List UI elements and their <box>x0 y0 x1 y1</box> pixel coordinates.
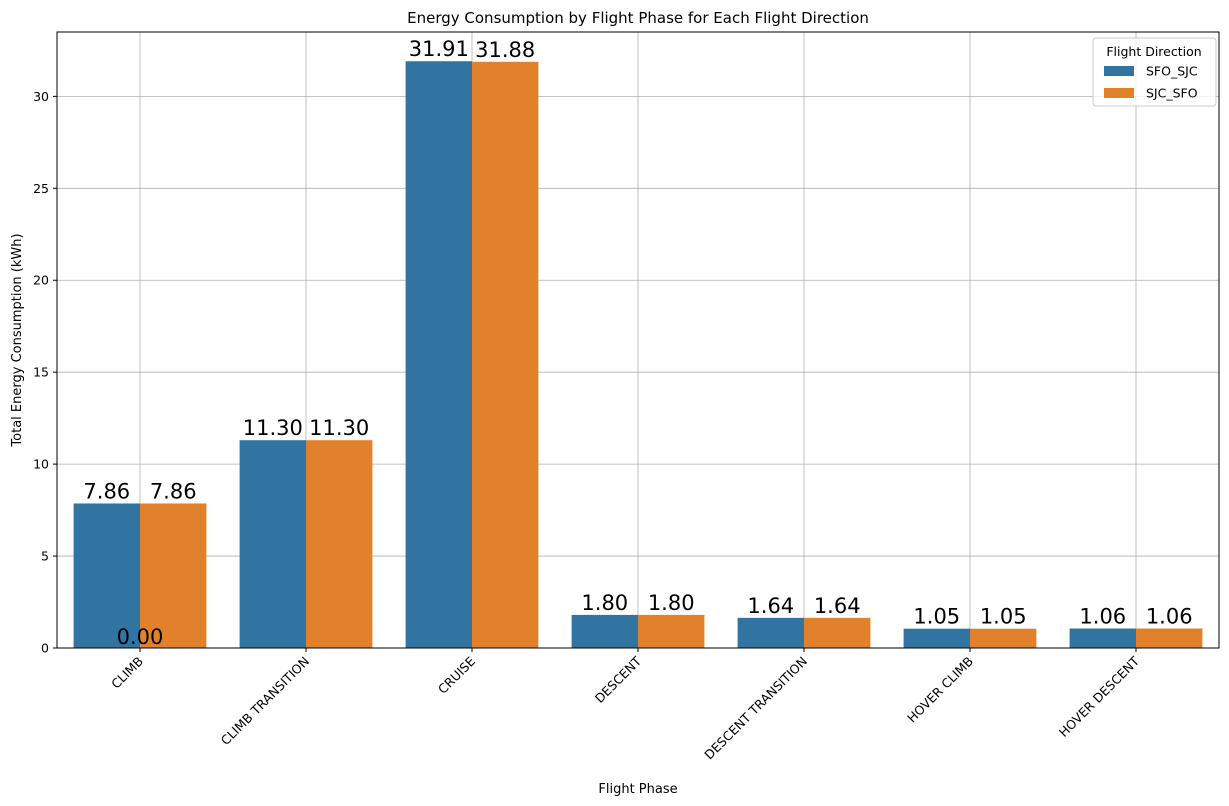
bar-sfo-sjc <box>903 628 970 648</box>
y-tick-label: 20 <box>33 273 49 288</box>
bar-value-label: 31.91 <box>409 37 469 61</box>
bar-value-label: 1.05 <box>913 605 960 629</box>
bar-sjc-sfo <box>1136 628 1203 648</box>
x-tick-label: HOVER DESCENT <box>1056 653 1143 740</box>
y-tick-label: 30 <box>33 89 49 104</box>
bar-value-label: 11.30 <box>243 416 303 440</box>
bar-value-label: 31.88 <box>475 38 535 62</box>
bar-sfo-sjc <box>73 503 140 648</box>
bar-value-label: 1.80 <box>581 591 628 615</box>
x-axis-ticks: CLIMB CLIMB TRANSITION CRUISE DESCENT DESCEN… <box>108 648 1142 762</box>
x-tick-label: CRUISE <box>435 653 478 696</box>
bar-value-label: 1.05 <box>980 605 1027 629</box>
bar-sjc-sfo <box>472 61 539 649</box>
chart-title: Energy Consumption by Flight Phase for E… <box>407 9 869 27</box>
bar-sjc-sfo <box>306 440 373 648</box>
bar-labels-group: 7.86 11.30 31.91 1.80 1.64 1.05 1.06 7.86 11.30 3… <box>83 37 1192 649</box>
bar-sjc-sfo <box>638 614 705 648</box>
legend-swatch <box>1104 66 1134 76</box>
y-tick-label: 0 <box>41 641 49 656</box>
x-tick-label: HOVER CLIMB <box>904 654 976 726</box>
bar-sfo-sjc <box>1069 628 1136 648</box>
bar-sjc-sfo <box>140 503 207 648</box>
bar-sfo-sjc <box>737 617 804 648</box>
bar-value-label: 11.30 <box>309 416 369 440</box>
y-tick-label: 15 <box>33 365 49 380</box>
y-tick-label: 25 <box>33 181 49 196</box>
bars-group <box>73 61 1203 649</box>
x-tick-label: CLIMB TRANSITION <box>218 654 312 748</box>
bar-sfo-sjc <box>571 614 638 648</box>
legend-label: SFO_SJC <box>1146 64 1198 79</box>
bar-value-label: 7.86 <box>150 479 197 503</box>
bar-value-label: 0.00 <box>117 625 164 649</box>
grid-lines <box>57 32 1219 649</box>
y-axis-title: Total Energy Consumption (kWh) <box>10 233 25 447</box>
bar-value-label: 1.80 <box>648 591 695 615</box>
bar-sfo-sjc <box>239 440 306 648</box>
legend: Flight Direction SFO_SJC SJC_SFO <box>1092 37 1217 107</box>
x-axis-title: Flight Phase <box>598 782 677 797</box>
x-tick-label: CLIMB <box>108 654 146 692</box>
bar-sfo-sjc <box>405 61 472 649</box>
x-tick-label: DESCENT <box>592 653 645 706</box>
bar-value-label: 1.64 <box>814 594 861 618</box>
bar-value-label: 7.86 <box>83 479 130 503</box>
y-tick-label: 10 <box>33 457 49 472</box>
y-axis-ticks: 0 5 10 15 20 25 30 <box>33 89 57 656</box>
bar-value-label: 1.06 <box>1146 605 1193 629</box>
legend-title: Flight Direction <box>1106 44 1201 59</box>
bar-value-label: 1.06 <box>1079 605 1126 629</box>
legend-swatch <box>1104 88 1134 98</box>
x-tick-label: DESCENT TRANSITION <box>701 654 810 763</box>
bar-sjc-sfo <box>970 628 1037 648</box>
bar-value-label: 1.64 <box>747 594 794 618</box>
bar-sjc-sfo <box>804 617 871 648</box>
legend-label: SJC_SFO <box>1146 86 1198 101</box>
y-tick-label: 5 <box>41 549 49 564</box>
